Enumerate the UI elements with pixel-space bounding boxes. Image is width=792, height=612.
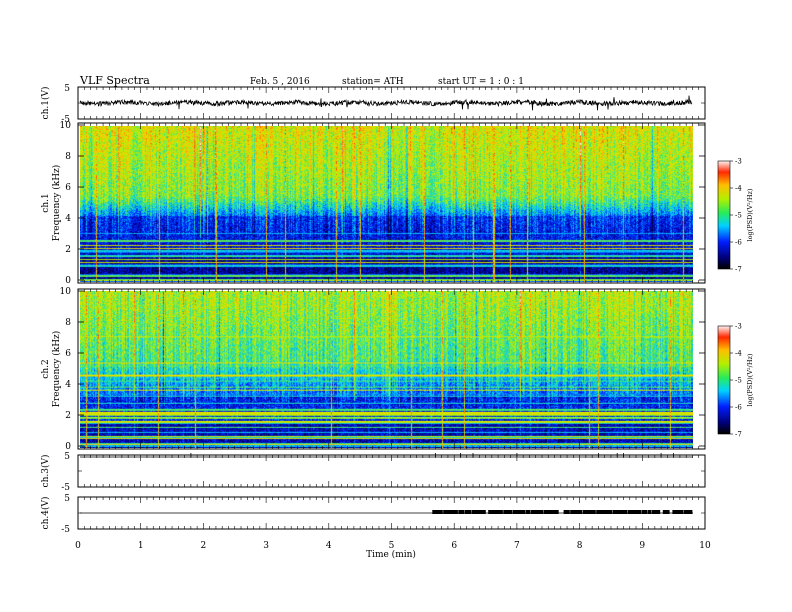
- ch4-burst-block: [612, 510, 628, 514]
- ch1-colorbar-ticks: -7 -6 -5 -4 -3: [730, 158, 742, 274]
- ch4-burst-segments: [432, 510, 693, 514]
- y-tick-label: 0: [65, 276, 71, 286]
- x-tick-label: 8: [577, 541, 583, 551]
- ch1-waveform-x-ticks: [77, 86, 706, 120]
- x-axis-label: Time (min): [366, 549, 416, 560]
- x-tick-label: 2: [201, 541, 207, 551]
- ch4-burst-block: [471, 510, 486, 514]
- ch4-burst-block: [513, 510, 526, 514]
- ch4-burst-block: [543, 510, 559, 514]
- ch2-ylabel-frequency: Frequency (kHz): [51, 331, 62, 408]
- ch1-spectrogram-x-ticks: [77, 123, 706, 283]
- x-axis-tick-labels: 0 1 2 3 4 5 6 7 8 9 10: [75, 541, 711, 551]
- panel-ch3-waveform: 5 -5 ch.3(V): [40, 452, 706, 493]
- ch4-burst-block: [582, 510, 596, 514]
- ch4-burst-block: [672, 510, 684, 514]
- panel-ch1-waveform: 5 -5 ch.1(V): [40, 84, 706, 125]
- ch4-ytick-bottom: -5: [61, 525, 70, 535]
- ch4-waveform-ylabel: ch.4(V): [40, 497, 51, 530]
- ch3-ytick-top: 5: [64, 452, 70, 462]
- ch1-ytick-top: 5: [64, 84, 70, 94]
- ch1-waveform-ylabel: ch.1(V): [40, 87, 51, 120]
- ch4-waveform-x-ticks: [77, 496, 706, 530]
- x-tick-label: 7: [514, 541, 520, 551]
- x-tick-label: 3: [263, 541, 269, 551]
- ch4-burst-block: [503, 510, 513, 514]
- panel-ch4-waveform: 5 -5 ch.4(V): [40, 494, 706, 535]
- ch4-burst-block: [641, 510, 648, 514]
- ch2-ylabel-channel: ch.2: [41, 359, 51, 378]
- ch4-burst-block: [530, 510, 544, 514]
- x-tick-label: 0: [75, 541, 81, 551]
- start-time-label: start UT = 1 : 0 : 1: [438, 77, 524, 87]
- ch4-burst-block: [647, 510, 652, 514]
- y-tick-label: 4: [65, 380, 71, 390]
- figure-header: VLF Spectra Feb. 5 , 2016 station= ATH s…: [79, 74, 524, 87]
- ch4-burst-block: [464, 510, 472, 514]
- x-tick-label: 4: [326, 541, 332, 551]
- ch3-ytick-bottom: -5: [61, 483, 70, 493]
- colorbar-tick-label: -3: [735, 323, 742, 331]
- ch1-spectrogram-y-ticks: 0 2 4 6 8 10: [60, 121, 705, 286]
- ch1-ylabel-channel: ch.1: [41, 193, 51, 212]
- ch2-spectrogram-image: [80, 291, 693, 448]
- colorbar-tick-label: -6: [735, 404, 742, 412]
- ch2-spectrogram-y-ticks: 0 2 4 6 8 10: [60, 287, 705, 452]
- y-tick-label: 8: [65, 152, 71, 162]
- colorbar-tick-label: -5: [735, 377, 742, 385]
- y-tick-label: 6: [65, 349, 71, 359]
- ch1-colorbar-label: log(PSD)(V²/Hz): [746, 188, 754, 241]
- x-tick-label: 5: [389, 541, 395, 551]
- y-tick-label: 2: [65, 411, 71, 421]
- ch4-burst-block: [651, 510, 661, 514]
- y-tick-label: 10: [60, 121, 72, 131]
- colorbar-tick-label: -3: [735, 158, 742, 166]
- ch4-burst-block: [662, 510, 670, 514]
- ch4-burst-block: [563, 510, 570, 514]
- colorbar-tick-label: -5: [735, 212, 742, 220]
- y-tick-label: 0: [65, 442, 71, 452]
- x-tick-label: 6: [451, 541, 457, 551]
- x-tick-label: 9: [639, 541, 645, 551]
- ch1-colorbar: [718, 161, 730, 269]
- ch2-spectrogram-x-ticks: [77, 289, 706, 449]
- y-tick-label: 8: [65, 318, 71, 328]
- ch3-waveform-trace: [80, 453, 693, 458]
- ch4-burst-block: [525, 510, 531, 514]
- station-label: station= ATH: [342, 77, 404, 87]
- y-tick-label: 2: [65, 245, 71, 255]
- ch4-burst-block: [683, 510, 693, 514]
- colorbar-tick-label: -4: [735, 185, 742, 193]
- ch4-burst-block: [596, 510, 612, 514]
- ch4-burst-block: [443, 510, 458, 514]
- ch4-burst-block: [627, 510, 642, 514]
- x-tick-label: 10: [699, 541, 711, 551]
- ch1-spectrogram-image: [80, 126, 693, 282]
- ch1-ytick-bottom: -5: [61, 115, 70, 125]
- colorbar-tick-label: -7: [735, 431, 742, 439]
- ch1-ylabel-frequency: Frequency (kHz): [51, 165, 62, 242]
- y-tick-label: 4: [65, 214, 71, 224]
- ch4-burst-block: [432, 510, 443, 514]
- ch4-burst-block: [488, 510, 503, 514]
- x-tick-label: 1: [138, 541, 144, 551]
- ch2-colorbar-ticks: -7 -6 -5 -4 -3: [730, 323, 742, 439]
- ch3-waveform-ylabel: ch.3(V): [40, 455, 51, 488]
- ch4-burst-block: [570, 510, 583, 514]
- figure-title: VLF Spectra: [79, 74, 150, 87]
- y-tick-label: 6: [65, 183, 71, 193]
- ch2-colorbar-label: log(PSD)(V²/Hz): [746, 353, 754, 406]
- ch4-ytick-top: 5: [64, 494, 70, 504]
- y-tick-label: 10: [60, 287, 72, 297]
- colorbar-tick-label: -7: [735, 266, 742, 274]
- ch4-burst-block: [458, 510, 465, 514]
- ch2-colorbar: [718, 326, 730, 434]
- ch1-waveform-trace: [79, 95, 693, 111]
- colorbar-tick-label: -6: [735, 239, 742, 247]
- colorbar-tick-label: -4: [735, 350, 742, 358]
- date-label: Feb. 5 , 2016: [250, 77, 310, 87]
